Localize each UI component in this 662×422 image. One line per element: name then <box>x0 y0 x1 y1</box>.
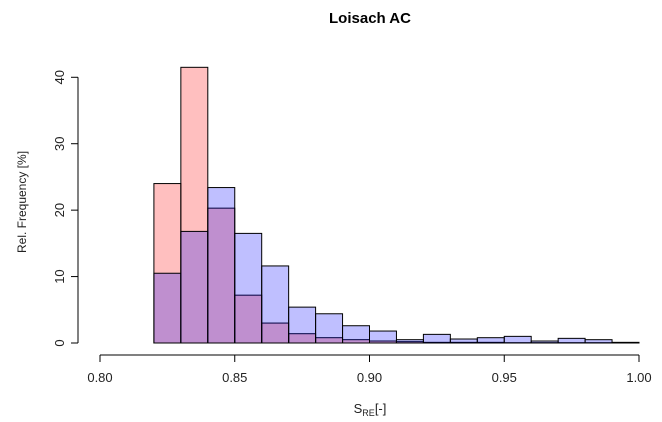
histogram-bar-series2-5 <box>261 265 290 344</box>
x-tick-label: 0.85 <box>222 370 247 385</box>
histogram-bar-series2-2 <box>180 230 209 344</box>
histogram-bar-series2-17 <box>584 339 613 344</box>
x-tick-label: 0.90 <box>357 370 382 385</box>
histogram-bar-series2-6 <box>288 306 317 344</box>
y-tick-label: 0 <box>52 339 67 346</box>
histogram-bar-series2-11 <box>422 333 451 344</box>
x-axis-label-subscript: RE <box>362 408 375 418</box>
histogram-bar-series1-2 <box>180 66 209 344</box>
histogram-bar-series2-3 <box>207 187 236 344</box>
y-axis: 0 10 20 30 40 <box>52 70 79 347</box>
x-axis-label-suffix: [-] <box>375 401 387 416</box>
x-axis-label: SRE[-] <box>354 401 387 418</box>
y-tick-label: 20 <box>52 203 67 217</box>
histogram-bar-series1-1 <box>153 183 182 344</box>
chart-title: Loisach AC <box>329 10 411 27</box>
histogram-bar-series2-10 <box>395 339 424 344</box>
histogram-bar-series2-12 <box>449 338 478 344</box>
histogram-bar-series2-1 <box>153 272 182 344</box>
x-tick-label: 1.00 <box>626 370 651 385</box>
histogram-bar-series2-7 <box>315 313 344 344</box>
x-axis-label-main: S <box>354 401 363 416</box>
histogram-bar-series2-9 <box>369 330 397 344</box>
histogram-bar-series2-16 <box>557 337 586 344</box>
histogram-bar-series2-14 <box>503 335 532 344</box>
y-tick-label: 40 <box>52 70 67 84</box>
x-axis: 0.80 0.85 0.90 0.95 1.00 <box>87 354 652 385</box>
x-tick-label: 0.80 <box>87 370 112 385</box>
histogram-bar-series2-4 <box>234 232 263 344</box>
y-tick-label: 30 <box>52 136 67 150</box>
x-tick-label: 0.95 <box>492 370 517 385</box>
histogram-bar-series2-8 <box>342 325 370 344</box>
histogram-bars <box>153 66 640 344</box>
histogram-bar-series2-18 <box>611 341 640 344</box>
histogram-bar-series2-13 <box>476 337 505 344</box>
y-tick-label: 10 <box>52 269 67 283</box>
histogram-bar-series2-15 <box>530 340 559 344</box>
y-axis-label: Rel. Frequency [%] <box>15 151 29 253</box>
